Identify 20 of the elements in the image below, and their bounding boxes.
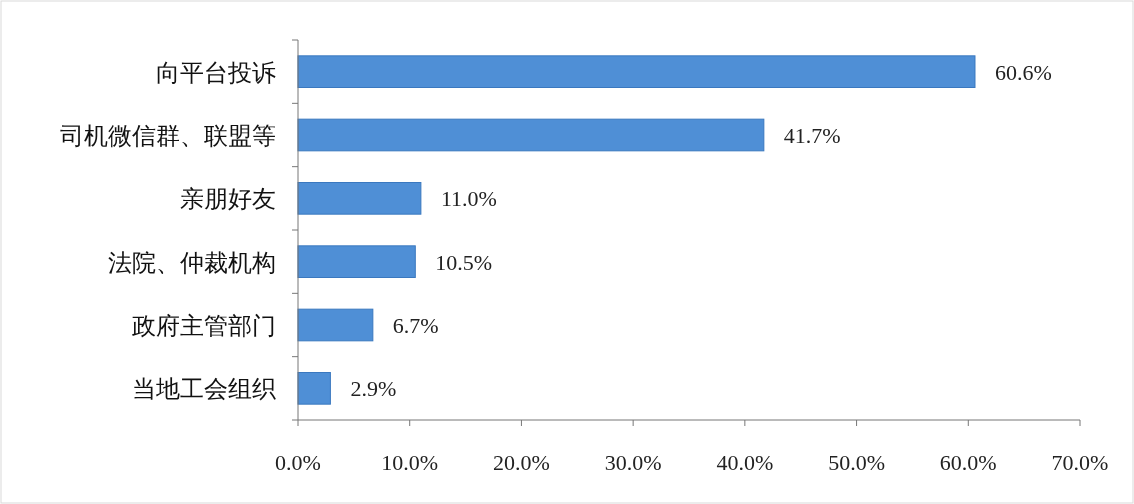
data-label: 60.6% — [994, 59, 1052, 85]
data-label: 41.7% — [783, 123, 841, 148]
x-tick-label: 20.0% — [493, 450, 550, 475]
x-tick-label: 10.0% — [381, 450, 439, 475]
x-tick-label: 40.0% — [716, 450, 774, 475]
x-tick-label: 30.0% — [604, 450, 662, 475]
data-label: 10.5% — [435, 249, 493, 275]
y-tick-label: 向平台投诉 — [156, 58, 276, 87]
x-tick-label: 0.0% — [275, 450, 321, 475]
x-tick-label: 50.0% — [828, 450, 885, 475]
x-tick-label: 60.0% — [939, 450, 997, 475]
y-tick-label: 司机微信群、联盟等 — [60, 122, 276, 150]
data-label: 2.9% — [350, 376, 397, 402]
data-label: 11.0% — [440, 186, 497, 212]
data-label: 6.7% — [392, 313, 439, 338]
y-tick-label: 政府主管部门 — [132, 312, 276, 340]
y-tick-label: 当地工会组织 — [132, 375, 276, 404]
y-tick-label: 法院、仲裁机构 — [108, 248, 276, 277]
x-tick-label: 70.0% — [1051, 450, 1109, 475]
y-tick-label: 亲朋好友 — [180, 185, 276, 214]
